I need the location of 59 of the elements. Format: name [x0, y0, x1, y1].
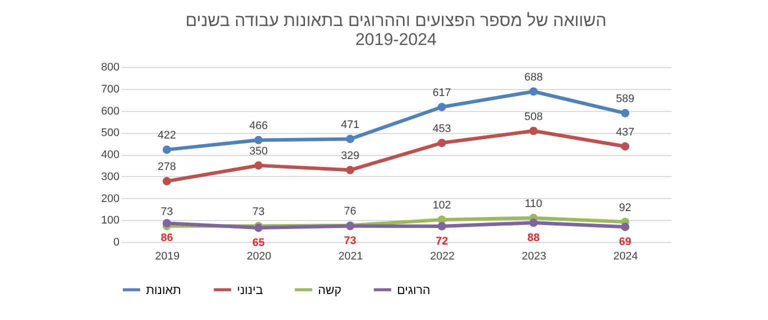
point: [438, 102, 446, 112]
data-label: 466: [249, 120, 268, 132]
data-label: 617: [432, 87, 452, 100]
data-label: 73: [252, 206, 265, 218]
x-tick-label: 2022: [430, 250, 455, 262]
y-tick-label: 200: [101, 192, 120, 205]
y-tick-label: 300: [101, 170, 120, 183]
y-tick-label: 500: [101, 127, 120, 140]
point: [162, 177, 172, 186]
point: [438, 222, 446, 230]
legend-label: תאונות: [146, 282, 182, 297]
data-label: 72: [436, 235, 448, 248]
data-label: 110: [524, 198, 542, 210]
data-label: 76: [344, 205, 356, 218]
legend-label: הרוגים: [397, 282, 430, 297]
data-label: 329: [340, 150, 360, 162]
y-tick-label: 700: [101, 83, 120, 96]
legend-label: קשה: [318, 282, 342, 297]
x-tick-label: 2024: [613, 250, 638, 262]
point: [529, 218, 538, 227]
data-label: 88: [527, 232, 540, 244]
point: [346, 166, 354, 174]
data-label: 73: [160, 206, 173, 218]
data-label: 437: [616, 126, 634, 138]
data-label: 453: [432, 122, 452, 135]
y-tick-label: 600: [101, 105, 120, 118]
y-tick-label: 400: [101, 149, 120, 161]
x-tick-label: 2023: [522, 250, 546, 262]
y-tick-label: 800: [101, 62, 120, 74]
data-label: 86: [160, 232, 173, 244]
point: [254, 161, 263, 170]
data-label: 102: [432, 200, 452, 212]
data-label: 65: [252, 236, 265, 249]
data-label: 69: [619, 236, 632, 248]
data-label: 422: [158, 130, 176, 142]
data-label: 278: [158, 161, 176, 174]
point: [254, 136, 263, 144]
x-tick-label: 2019: [155, 250, 180, 262]
data-label: 688: [524, 72, 543, 84]
y-tick-label: 0: [113, 236, 120, 248]
point: [162, 219, 172, 228]
point: [620, 108, 630, 118]
data-label: 471: [340, 118, 360, 131]
x-tick-label: 2021: [338, 250, 363, 262]
legend-label: בינוני: [237, 282, 263, 297]
point: [346, 134, 354, 144]
y-tick-label: 100: [101, 214, 120, 227]
data-label: 92: [619, 202, 632, 214]
point: [620, 142, 630, 151]
point: [529, 126, 538, 136]
data-label: 350: [249, 145, 268, 158]
x-tick-label: 2020: [246, 250, 272, 262]
point: [529, 87, 538, 96]
data-label: 73: [344, 235, 356, 248]
point: [620, 222, 630, 232]
data-label: 589: [616, 93, 634, 106]
point: [162, 146, 172, 154]
point: [438, 138, 446, 148]
data-label: 508: [524, 110, 543, 123]
